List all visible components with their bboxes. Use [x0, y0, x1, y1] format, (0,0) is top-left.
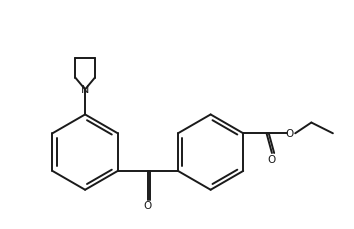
Text: O: O: [268, 154, 276, 164]
Text: O: O: [286, 129, 294, 139]
Text: N: N: [81, 85, 89, 95]
Text: O: O: [144, 201, 152, 210]
